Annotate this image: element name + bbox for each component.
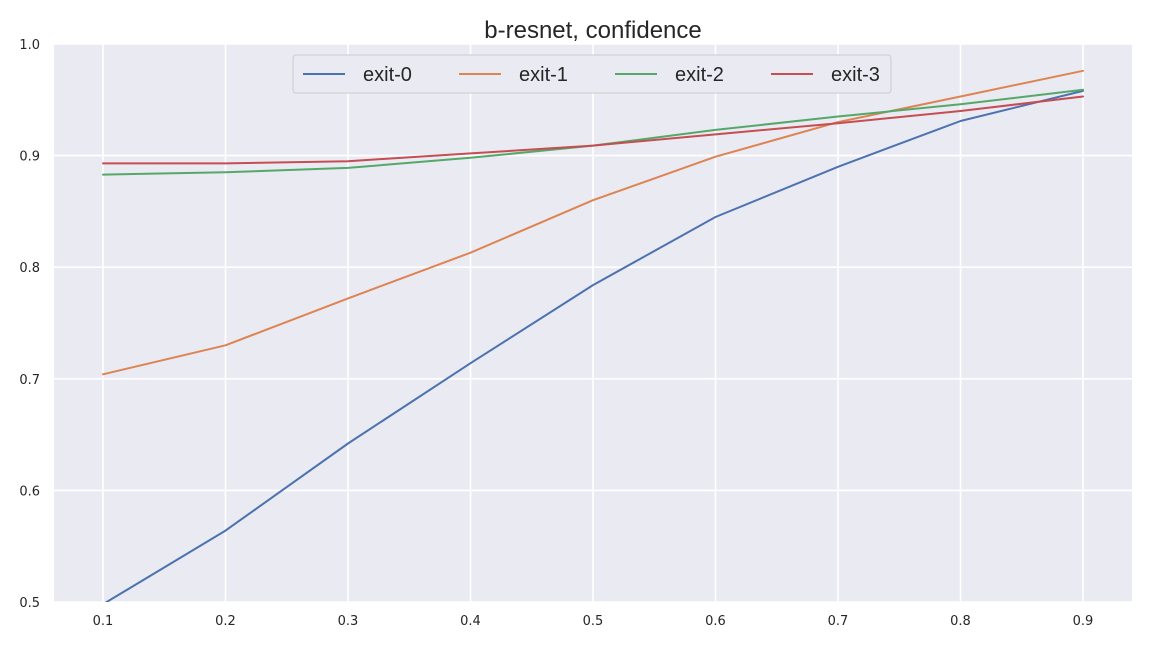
x-tick-label: 0.7	[828, 614, 849, 629]
legend-label: exit-1	[519, 64, 568, 86]
legend: exit-0 exit-1 exit-2 exit-3	[292, 54, 892, 94]
chart-title: b-resnet, confidence	[484, 17, 701, 44]
series-group	[102, 69, 1084, 602]
legend-label: exit-2	[675, 64, 724, 86]
y-tick-label: 0.8	[19, 261, 40, 276]
legend-item-exit-0: exit-0	[303, 64, 412, 86]
legend-item-exit-3: exit-3	[771, 64, 880, 86]
legend-box	[292, 54, 892, 94]
x-tick-label: 0.6	[705, 614, 726, 629]
x-axis-ticks: 0.1 0.2 0.3 0.4 0.5 0.6 0.7 0.8 0.9	[93, 614, 1094, 629]
legend-item-exit-1: exit-1	[459, 64, 568, 86]
y-tick-label: 0.7	[19, 373, 40, 388]
x-tick-label: 0.2	[215, 614, 236, 629]
x-tick-label: 0.4	[460, 614, 481, 629]
x-tick-label: 0.3	[338, 614, 359, 629]
legend-label: exit-0	[363, 64, 412, 86]
y-tick-label: 1.0	[19, 38, 40, 53]
legend-item-exit-2: exit-2	[615, 64, 724, 86]
x-tick-label: 0.1	[93, 614, 114, 629]
y-tick-label: 0.6	[19, 484, 40, 499]
x-tick-label: 0.5	[583, 614, 604, 629]
y-axis-ticks: 0.5 0.6 0.7 0.8 0.9 1.0	[19, 38, 40, 611]
series-line-exit-3	[102, 95, 1084, 165]
legend-label: exit-3	[831, 64, 880, 86]
series-line-exit-1	[102, 69, 1084, 376]
y-tick-label: 0.9	[19, 150, 40, 165]
x-tick-label: 0.9	[1073, 614, 1094, 629]
y-tick-label: 0.5	[19, 596, 40, 611]
series-line-exit-0	[104, 89, 1084, 602]
grid	[54, 43, 1132, 603]
x-tick-label: 0.8	[950, 614, 971, 629]
